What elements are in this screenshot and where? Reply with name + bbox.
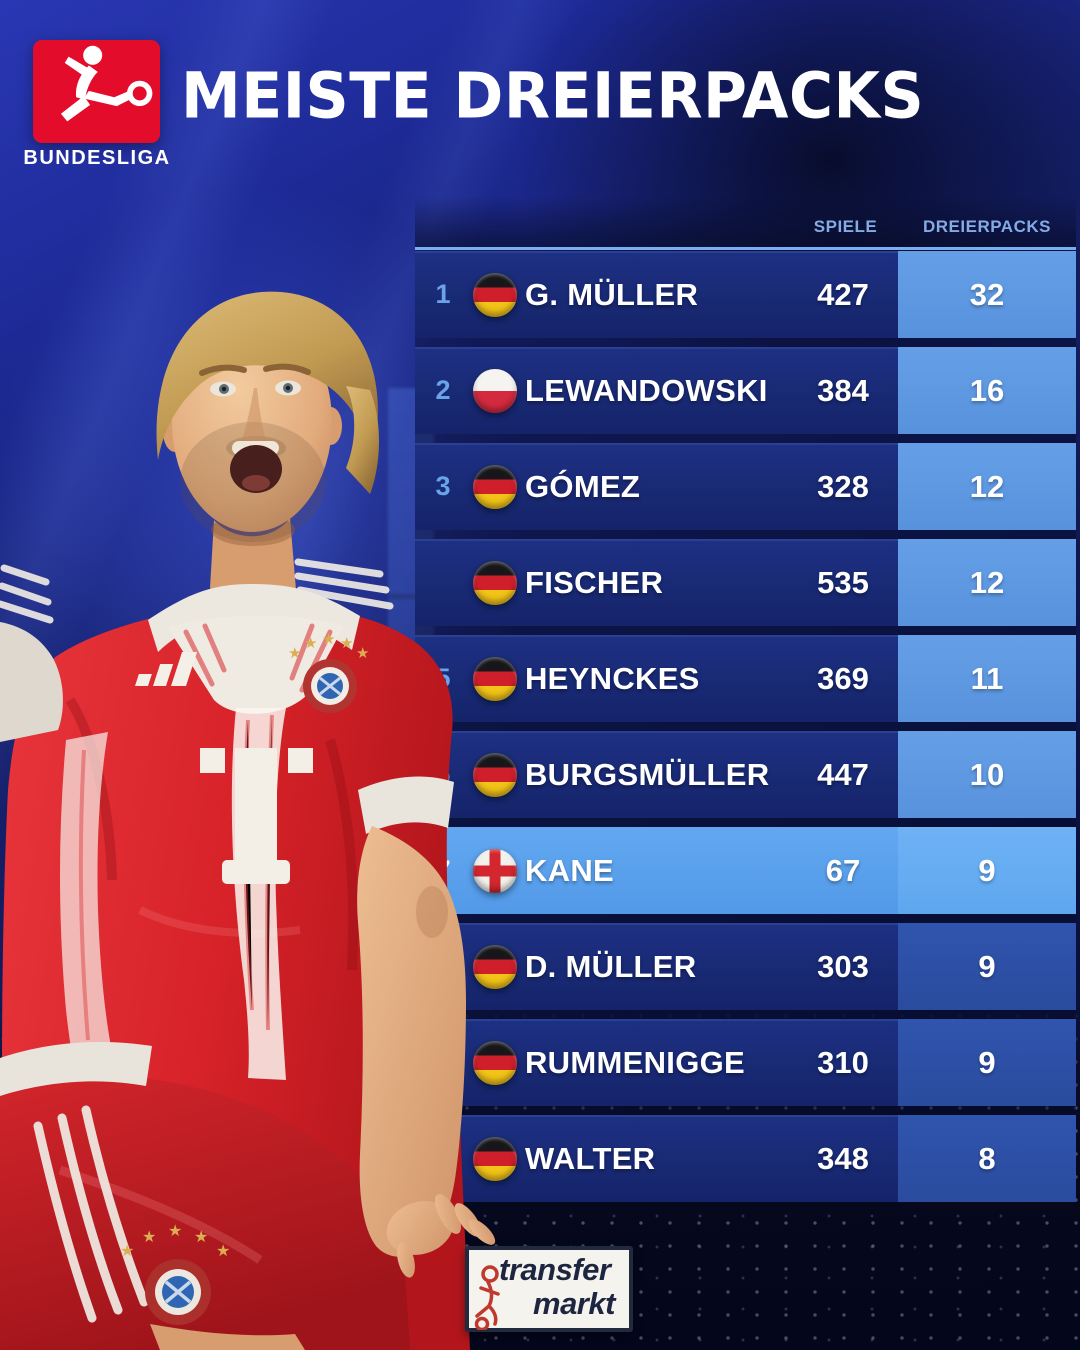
germany-flag-icon	[473, 272, 517, 317]
table-row: FISCHER 535 12	[415, 539, 1076, 626]
table-top-highlight	[415, 247, 1076, 250]
flag-wrap	[465, 560, 525, 605]
hattricks-value: 16	[969, 372, 1005, 408]
hattricks-cell: 9	[898, 923, 1076, 1010]
flag-wrap	[465, 368, 525, 413]
rank-label: 7	[435, 855, 451, 885]
flag-wrap	[465, 848, 525, 893]
player-name: G. MÜLLER	[525, 276, 699, 312]
games-value: 310	[817, 1044, 869, 1080]
hattricks-cell: 32	[898, 251, 1076, 338]
hattricks-cell: 9	[898, 827, 1076, 914]
hattricks-cell: 9	[898, 1019, 1076, 1106]
player-name: WALTER	[525, 1140, 656, 1176]
flag-wrap	[465, 656, 525, 701]
table-row: 2 LEWANDOWSKI 384 16	[415, 347, 1076, 434]
games-value: 328	[817, 468, 869, 504]
poland-flag-icon	[473, 368, 517, 413]
germany-flag-icon	[473, 944, 517, 989]
games-value: 447	[817, 756, 869, 792]
games-value: 303	[817, 948, 869, 984]
hattricks-value: 10	[969, 756, 1005, 792]
hattricks-value: 12	[969, 564, 1005, 600]
flag-wrap	[465, 944, 525, 989]
column-header-games: SPIELE	[813, 217, 878, 236]
bundesliga-wordmark: BUNDESLIGA	[23, 147, 171, 169]
player-name: KANE	[525, 852, 615, 888]
hattricks-value: 9	[978, 948, 996, 984]
player-name: BURGSMÜLLER	[525, 756, 770, 792]
bundesliga-player-icon	[60, 45, 153, 122]
table-header-band	[415, 196, 1076, 247]
games-value: 427	[817, 276, 869, 312]
standings-table: 1 G. MÜLLER 427 32 2 LEWANDOWSKI 384 1 6 …	[415, 247, 1076, 1202]
player-name: RUMMENIGGE	[525, 1044, 745, 1080]
flag-wrap	[465, 1040, 525, 1085]
flag-wrap	[465, 464, 525, 509]
page-title: MEISTE DREIERPACKS	[181, 60, 925, 134]
flag-wrap	[465, 1136, 525, 1181]
bundesliga-logo	[33, 40, 160, 143]
transfermarkt-wordmark-bottom: markt	[533, 1286, 615, 1321]
column-header-hattricks: DREIERPACKS	[923, 217, 1051, 236]
hattricks-cell: 12	[898, 539, 1076, 626]
flag-wrap	[465, 272, 525, 317]
germany-flag-icon	[473, 1136, 517, 1181]
table-row: D. MÜLLER 303 9	[415, 923, 1076, 1010]
table-row: 6 BURGSMÜLLER 447 10	[415, 731, 1076, 818]
rank-label: 2	[435, 375, 451, 405]
rank-label: 10	[427, 1143, 459, 1173]
rank-label: 3	[435, 471, 451, 501]
player-name: LEWANDOWSKI	[525, 372, 768, 408]
hattricks-cell: 16	[898, 347, 1076, 434]
flag-wrap	[465, 752, 525, 797]
rank-label: 5	[435, 663, 451, 693]
hattricks-cell: 12	[898, 443, 1076, 530]
table-row: RUMMENIGGE 310 9	[415, 1019, 1076, 1106]
transfermarkt-wordmark-top: transfer	[499, 1252, 611, 1287]
rank-label: 6	[435, 759, 451, 789]
games-value: 348	[817, 1140, 869, 1176]
germany-flag-icon	[473, 656, 517, 701]
transfermarkt-player-icon	[474, 1265, 500, 1330]
hattricks-cell: 11	[898, 635, 1076, 722]
germany-flag-icon	[473, 752, 517, 797]
table-row: 7 KANE 67 9	[415, 827, 1076, 914]
table-row: 5 HEYNCKES 369 11	[415, 635, 1076, 722]
player-name: GÓMEZ	[525, 468, 641, 504]
hattricks-value: 9	[978, 1044, 996, 1080]
table-row: 1 G. MÜLLER 427 32	[415, 251, 1076, 338]
games-value: 535	[817, 564, 869, 600]
standings-rows: 1 G. MÜLLER 427 32 2 LEWANDOWSKI 384 1 6 …	[415, 251, 1076, 1202]
rank-label: 1	[435, 279, 451, 309]
germany-flag-icon	[473, 464, 517, 509]
hattricks-value: 12	[969, 468, 1005, 504]
hattricks-value: 9	[978, 852, 996, 888]
hattricks-cell: 8	[898, 1115, 1076, 1202]
table-row: 10 WALTER 348 8	[415, 1115, 1076, 1202]
hattricks-value: 32	[969, 276, 1005, 312]
player-name: HEYNCKES	[525, 660, 700, 696]
hattricks-value: 11	[970, 660, 1004, 696]
games-value: 384	[817, 372, 869, 408]
hattricks-value: 8	[978, 1140, 996, 1176]
germany-flag-icon	[473, 1040, 517, 1085]
player-name: FISCHER	[525, 564, 664, 600]
games-value: 369	[817, 660, 869, 696]
player-name: D. MÜLLER	[525, 948, 697, 984]
hattricks-cell: 10	[898, 731, 1076, 818]
transfermarkt-logo: transfer markt	[465, 1246, 633, 1332]
germany-flag-icon	[473, 560, 517, 605]
england-flag-icon	[473, 848, 517, 893]
table-row: 3 GÓMEZ 328 12	[415, 443, 1076, 530]
games-value: 67	[825, 852, 861, 888]
